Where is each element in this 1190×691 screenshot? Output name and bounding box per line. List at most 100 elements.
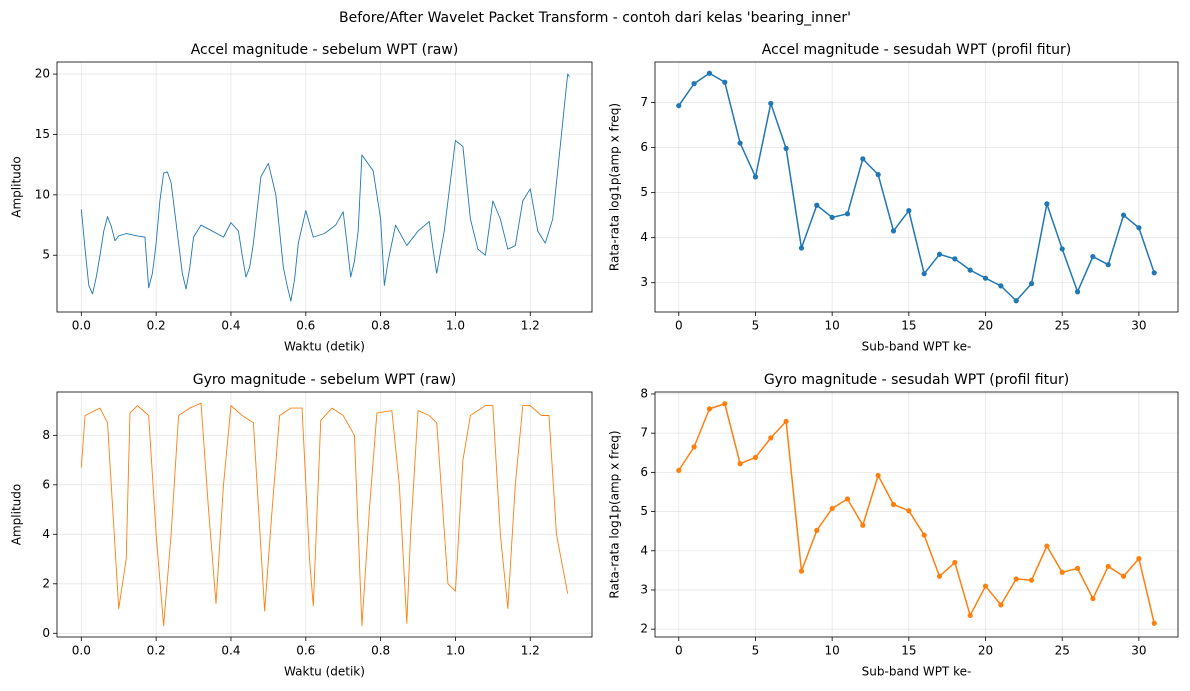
data-point xyxy=(691,81,697,87)
x-tick-label: 0 xyxy=(675,644,683,658)
data-point xyxy=(890,501,897,508)
x-axis-label: Sub-band WPT ke- xyxy=(862,340,972,354)
data-point xyxy=(691,444,697,450)
figure-title: Before/After Wavelet Packet Transform - … xyxy=(339,10,851,26)
x-axis-label: Waktu (detik) xyxy=(284,340,365,354)
axes-frame xyxy=(654,61,1179,313)
y-tick-label: 10 xyxy=(35,187,50,201)
data-point xyxy=(783,418,789,424)
data-point xyxy=(860,156,866,162)
x-tick-label: 0 xyxy=(675,319,683,333)
y-tick-label: 8 xyxy=(640,386,648,400)
data-point xyxy=(921,271,927,277)
y-axis-label: Amplitudo xyxy=(10,484,24,545)
data-point xyxy=(844,496,851,502)
data-point xyxy=(1044,543,1050,549)
data-point xyxy=(952,256,958,262)
data-point xyxy=(936,573,943,579)
y-tick-label: 6 xyxy=(640,140,648,154)
x-tick-label: 1.0 xyxy=(446,644,465,658)
x-tick-label: 0.6 xyxy=(296,644,315,658)
data-point xyxy=(967,267,973,273)
data-point xyxy=(1136,225,1142,231)
x-tick-label: 20 xyxy=(978,319,993,333)
x-tick-label: 15 xyxy=(901,644,916,658)
y-tick-label: 2 xyxy=(42,576,50,590)
x-tick-label: 0.2 xyxy=(147,644,166,658)
data-point xyxy=(1074,289,1081,295)
y-tick-label: 5 xyxy=(640,185,648,199)
data-point xyxy=(768,435,774,441)
x-tick-label: 1.2 xyxy=(521,644,540,658)
data-point xyxy=(1090,253,1096,260)
x-tick-label: 25 xyxy=(1055,644,1070,658)
data-point xyxy=(1074,565,1081,572)
x-tick-label: 0.6 xyxy=(296,319,315,333)
data-point xyxy=(982,583,989,589)
y-tick-label: 4 xyxy=(640,543,648,557)
axes-title: Gyro magnitude - sesudah WPT (profil fit… xyxy=(764,372,1069,388)
x-tick-label: 5 xyxy=(752,319,760,333)
data-point xyxy=(1013,298,1019,304)
data-point xyxy=(706,70,713,76)
y-tick-label: 4 xyxy=(42,527,50,541)
x-tick-label: 10 xyxy=(825,319,840,333)
y-tick-label: 6 xyxy=(640,465,648,479)
data-point xyxy=(982,275,989,281)
data-line xyxy=(678,403,1155,624)
axes-title: Accel magnitude - sebelum WPT (raw) xyxy=(191,42,459,58)
data-point xyxy=(875,472,881,479)
data-point xyxy=(722,401,728,407)
x-tick-label: 0.0 xyxy=(72,644,91,658)
data-point xyxy=(783,145,789,152)
data-point xyxy=(875,172,881,178)
x-tick-label: 0.2 xyxy=(147,319,166,333)
data-point xyxy=(798,568,805,574)
x-tick-label: 1.0 xyxy=(446,319,465,333)
data-point xyxy=(737,461,743,467)
data-point xyxy=(906,208,912,214)
y-axis-label: Rata-rata log1p(amp x freq) xyxy=(608,103,622,271)
data-point xyxy=(1120,212,1127,218)
y-tick-label: 5 xyxy=(640,504,648,518)
data-point xyxy=(860,522,866,528)
y-tick-label: 7 xyxy=(640,95,648,109)
data-point xyxy=(752,454,759,461)
x-tick-label: 30 xyxy=(1131,319,1146,333)
x-tick-label: 0.4 xyxy=(221,644,240,658)
y-tick-label: 2 xyxy=(640,622,648,636)
data-point xyxy=(1105,262,1111,268)
data-point xyxy=(706,406,713,412)
data-point xyxy=(1044,201,1050,207)
x-tick-label: 0.8 xyxy=(371,644,390,658)
y-tick-label: 4 xyxy=(640,230,648,244)
data-point xyxy=(829,214,835,221)
data-point xyxy=(1105,563,1111,570)
x-tick-label: 5 xyxy=(752,644,760,658)
data-point xyxy=(1120,573,1127,579)
x-tick-label: 0.4 xyxy=(221,319,240,333)
y-tick-label: 8 xyxy=(42,428,50,442)
data-point xyxy=(906,508,912,514)
data-point xyxy=(676,103,682,109)
axes-title: Accel magnitude - sesudah WPT (profil fi… xyxy=(762,42,1071,58)
data-point xyxy=(722,79,728,85)
data-point xyxy=(1059,569,1065,575)
data-line xyxy=(678,72,1155,302)
axes-title: Gyro magnitude - sebelum WPT (raw) xyxy=(193,372,457,388)
axes-frame xyxy=(56,61,593,313)
data-point xyxy=(998,602,1004,608)
data-point xyxy=(829,505,835,512)
data-line xyxy=(80,73,570,302)
x-tick-label: 20 xyxy=(978,644,993,658)
axes-frame xyxy=(56,391,593,638)
y-tick-label: 3 xyxy=(640,582,648,596)
data-point xyxy=(1028,577,1035,583)
data-point xyxy=(676,467,682,473)
data-point xyxy=(1136,556,1142,562)
data-point xyxy=(1090,595,1096,602)
y-tick-label: 6 xyxy=(42,477,50,491)
data-point xyxy=(936,251,943,257)
y-tick-label: 0 xyxy=(42,626,50,640)
